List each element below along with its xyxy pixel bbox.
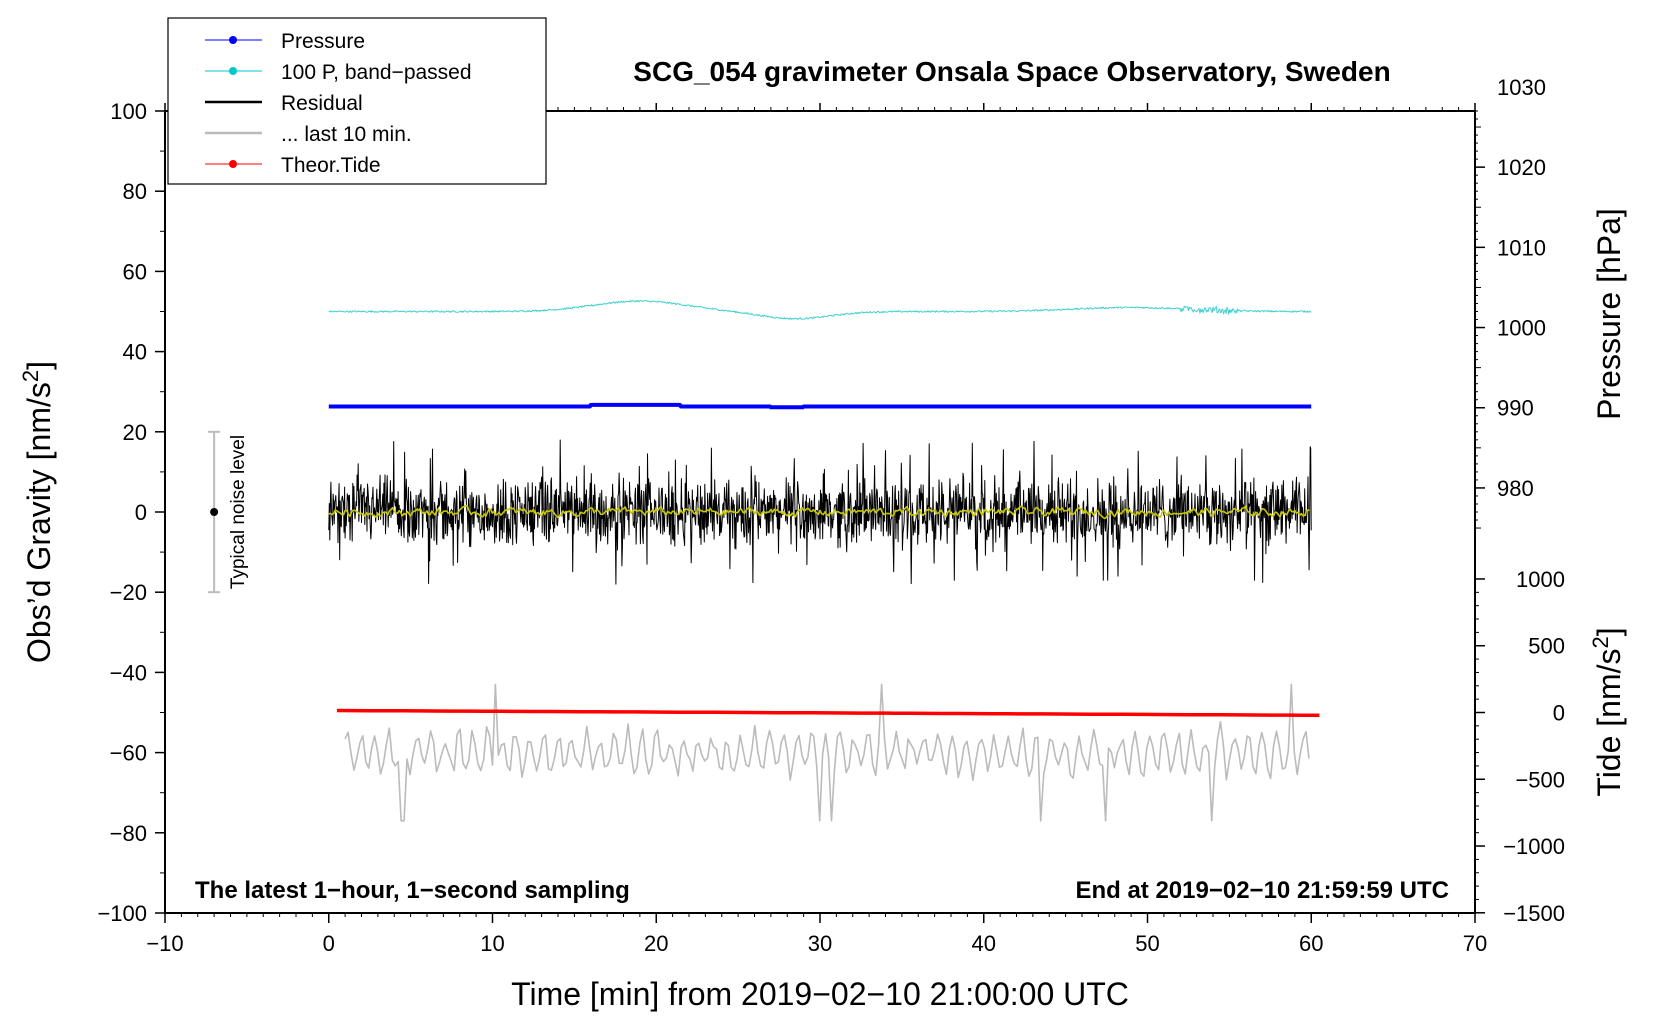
y-tick-label: 40 [123, 340, 147, 365]
series-theor-tide-line [336, 708, 1320, 718]
tide-tick-label: −1500 [1503, 901, 1565, 926]
noise-bar-center-dot [210, 508, 219, 516]
legend: Pressure 100 P, band−passed Residual ... la… [167, 17, 547, 185]
x-axis-ticks: −10 0 10 20 30 40 50 60 70 [146, 103, 1487, 956]
y-tick-label: 60 [123, 259, 147, 284]
pressure-tick-label: 1010 [1497, 235, 1546, 260]
tide-tick-label: −1000 [1503, 834, 1565, 859]
series-last-10-min-line [344, 683, 1310, 822]
series-residual-line [328, 439, 1312, 585]
legend-entry-label: Pressure [281, 30, 365, 53]
y-tick-label: 100 [110, 99, 147, 124]
x-tick-label: 40 [972, 931, 996, 956]
tide-tick-label: −500 [1515, 767, 1565, 792]
x-tick-label: 70 [1463, 931, 1487, 956]
x-tick-label: −10 [146, 931, 183, 956]
y-tick-label: 80 [123, 179, 147, 204]
noise-bar-label: Typical noise level [228, 435, 249, 589]
y-axis-title-superscript: 2 [18, 370, 43, 382]
tide-axis-ticks: 1000 500 0 −500 −1000 −1500 [1475, 567, 1565, 926]
y-axis-ticks: 100 80 60 40 20 0 −20 −40 −60 −80 −100 [97, 99, 165, 926]
tide-tick-label: 1000 [1516, 567, 1565, 592]
y-tick-label: −80 [110, 821, 147, 846]
x-tick-label: 10 [480, 931, 504, 956]
pressure-axis-title: Pressure [hPa] [1591, 208, 1627, 420]
pressure-tick-label: 1020 [1497, 155, 1546, 180]
tide-axis-title: Tide [nm/s2] [1588, 627, 1628, 796]
y-axis-title: Obs’d Gravity [nm/s2] [18, 361, 58, 663]
y-tick-label: 0 [135, 500, 147, 525]
x-tick-label: 60 [1299, 931, 1323, 956]
x-tick-label: 0 [323, 931, 335, 956]
x-tick-label: 30 [808, 931, 832, 956]
series-residual-smoothed-line [328, 504, 1310, 520]
legend-swatch-marker [229, 36, 237, 44]
pressure-axis-ticks: 1030 1020 1010 1000 990 980 [1475, 75, 1546, 529]
legend-entry-label: Residual [281, 92, 363, 115]
pressure-tick-label: 980 [1497, 476, 1534, 501]
legend-entry-label: ... last 10 min. [281, 123, 412, 146]
legend-entry-label: Theor.Tide [281, 154, 381, 177]
pressure-tick-label: 1030 [1497, 75, 1546, 100]
series-pressure-line [327, 402, 1313, 410]
tide-axis-title-superscript: 2 [1588, 636, 1613, 648]
y-tick-label: −100 [97, 901, 147, 926]
footer-left-note: The latest 1−hour, 1−second sampling [195, 877, 630, 904]
legend-entry-label: 100 P, band−passed [281, 61, 472, 84]
series-100-p-band-passed-line [328, 300, 1312, 320]
chart-title: SCG_054 gravimeter Onsala Space Observat… [633, 56, 1390, 87]
y-tick-label: −60 [110, 741, 147, 766]
noise-level-bar: Typical noise level [208, 430, 249, 594]
legend-swatch-marker [229, 160, 237, 168]
tide-tick-label: 500 [1528, 634, 1565, 659]
x-tick-label: 20 [644, 931, 668, 956]
x-axis-title: Time [min] from 2019−02−10 21:00:00 UTC [511, 976, 1129, 1012]
pressure-tick-label: 990 [1497, 396, 1534, 421]
x-tick-label: 50 [1135, 931, 1159, 956]
tide-tick-label: 0 [1553, 701, 1565, 726]
y-tick-label: 20 [123, 420, 147, 445]
series-layer [327, 300, 1320, 822]
pressure-tick-label: 1000 [1497, 316, 1546, 341]
legend-swatch-marker [229, 67, 237, 75]
footer-right-note: End at 2019−02−10 21:59:59 UTC [1075, 877, 1449, 904]
y-tick-label: −40 [110, 660, 147, 685]
y-tick-label: −20 [110, 580, 147, 605]
